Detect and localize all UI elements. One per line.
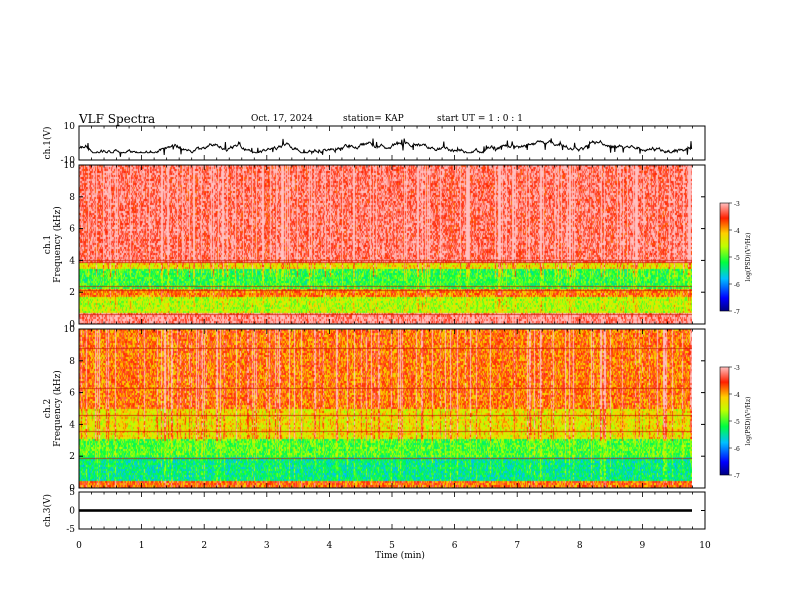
x-tick-label: 3 [264, 541, 270, 551]
x-tick-label: 10 [699, 541, 711, 551]
ch3-wave-ytick-label: 5 [69, 488, 75, 498]
ch1-spec-ylabel: Frequency (kHz) [52, 206, 63, 283]
ch2-spec-ytick-label: 8 [69, 357, 75, 367]
ch3-wave-ylabel: ch.3(V) [42, 494, 53, 527]
x-tick-label: 2 [201, 541, 207, 551]
ch1-wave-ytick-label: -10 [61, 156, 76, 166]
ch1-colorbar-tick-label: -5 [734, 255, 740, 262]
x-tick-label: 9 [640, 541, 646, 551]
ch1-colorbar [719, 202, 730, 312]
ch2-colorbar-tick-label: -7 [734, 473, 740, 480]
ch2-spec-ytick-label: 0 [69, 484, 75, 494]
x-tick-label: 5 [389, 541, 395, 551]
date-label: Oct. 17, 2024 [251, 114, 313, 124]
ch2-spec-ytick-label: 6 [69, 389, 75, 399]
chart-title: VLF Spectra [79, 112, 156, 126]
ch2-spec-ylabel: Frequency (kHz) [52, 370, 63, 447]
x-tick-label: 6 [452, 541, 458, 551]
ch2-colorbar-tick-label: -3 [734, 365, 740, 372]
ch1-colorbar-tick-label: -6 [734, 282, 740, 289]
ch3-wave-ytick-label: 0 [69, 507, 75, 517]
ch2-spec-ytick-label: 2 [69, 452, 75, 462]
x-tick-label: 1 [139, 541, 145, 551]
start-ut-label: start UT = 1 : 0 : 1 [437, 114, 523, 124]
ch1-spec-ytick-label: 4 [69, 256, 75, 266]
ch1-spec-ytick-label: 2 [69, 288, 75, 298]
ch2-spec-ytick-label: 4 [69, 420, 75, 430]
station-label: station= KAP [343, 114, 404, 124]
x-tick-label: 0 [76, 541, 82, 551]
ch1-spec-ytick-label: 6 [69, 225, 75, 235]
ch1-waveform-line [79, 138, 693, 157]
ch2-colorbar [719, 366, 730, 476]
ch1-wave-ytick-label: 10 [64, 122, 76, 132]
ch2-colorbar-tick-label: -4 [734, 392, 740, 399]
ch1-colorbar-tick-label: -3 [734, 201, 740, 208]
x-axis-label: Time (min) [375, 550, 425, 561]
ch2-colorbar-tick-label: -6 [734, 446, 740, 453]
ch1-spec-ytick-label: 8 [69, 193, 75, 203]
ch1-spectrogram [79, 165, 692, 324]
ch1-colorbar-tick-label: -7 [734, 309, 740, 316]
ch1-spec-ytick-label: 10 [64, 161, 76, 171]
x-tick-label: 4 [327, 541, 333, 551]
ch3-waveform-line [79, 509, 692, 512]
ch1-wave-frame [78, 125, 706, 161]
ch3-wave-ytick-label: -5 [66, 525, 75, 535]
x-tick-label: 8 [577, 541, 583, 551]
ch1-spec-ylabel: ch.1 [43, 235, 53, 254]
x-tick-label: 7 [514, 541, 520, 551]
ch2-spec-ylabel: ch.2 [43, 399, 53, 418]
ch1-wave-ylabel: ch.1(V) [42, 127, 53, 160]
ch1-spec-ytick-label: 0 [69, 320, 75, 330]
ch2-spectrogram [79, 329, 692, 488]
ch2-colorbar-tick-label: -5 [734, 419, 740, 426]
ch2-colorbar-label: log(PSD)(V²/Hz) [745, 397, 752, 446]
ch1-colorbar-label: log(PSD)(V²/Hz) [745, 233, 752, 282]
ch1-colorbar-tick-label: -4 [734, 228, 740, 235]
ch2-spec-ytick-label: 10 [64, 325, 76, 335]
